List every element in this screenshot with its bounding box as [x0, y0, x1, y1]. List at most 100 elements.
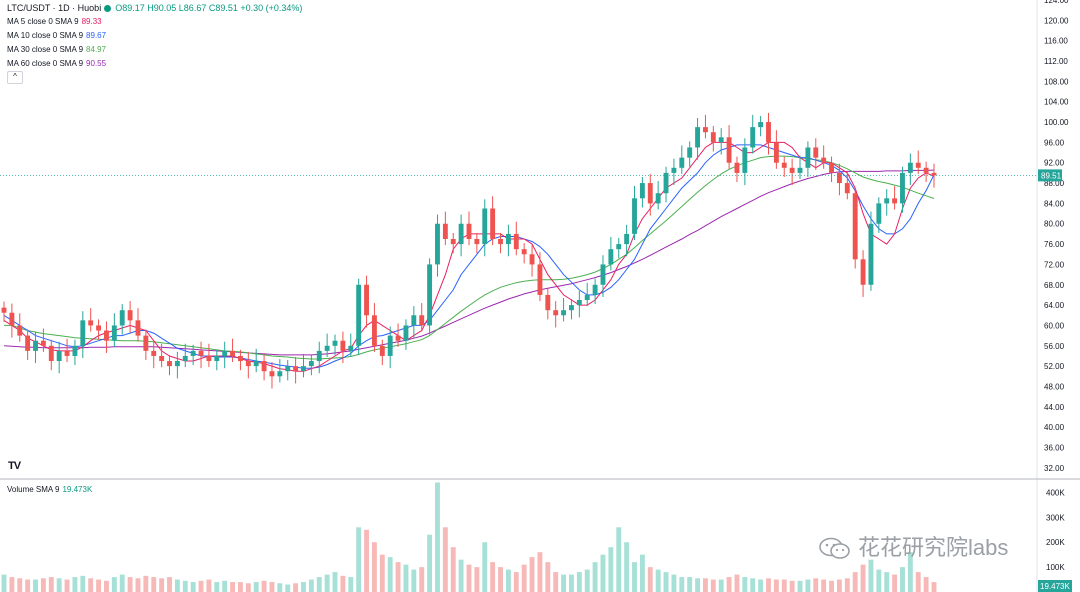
volume-bar — [813, 578, 819, 592]
candle-body — [348, 345, 354, 351]
indicator-value: 84.97 — [86, 45, 107, 54]
candle-body — [135, 320, 141, 336]
volume-bar — [332, 572, 338, 592]
candle-body — [569, 305, 574, 311]
candle-body — [237, 355, 243, 362]
volume-bar — [403, 564, 409, 592]
volume-bar — [805, 579, 811, 592]
volume-bar — [1, 574, 7, 592]
indicator-label: MA 10 close 0 SMA 9 — [7, 31, 84, 40]
volume-bar — [687, 577, 693, 592]
candle-body — [340, 340, 346, 351]
candle-body — [9, 312, 15, 326]
open-value: O89.17 — [115, 3, 145, 13]
volume-bar — [844, 578, 850, 592]
volume-bar — [395, 562, 401, 592]
candle-body — [466, 223, 472, 239]
volume-bar — [427, 534, 433, 592]
volume-bar — [143, 575, 149, 592]
volume-bar — [33, 579, 38, 592]
price-tick-label: 68.00 — [1044, 281, 1065, 290]
candle-body — [190, 350, 196, 356]
price-tick-label: 124.00 — [1044, 0, 1069, 5]
candle-body — [285, 366, 291, 372]
price-tick-label: 48.00 — [1044, 382, 1065, 391]
volume-tick-label: 200K — [1046, 538, 1065, 547]
volume-bar — [695, 578, 701, 592]
candle-body — [702, 127, 708, 133]
volume-bar — [900, 567, 905, 592]
candle-body — [860, 259, 866, 285]
volume-bar — [293, 583, 299, 592]
candle-body — [726, 137, 732, 163]
volume-bar — [214, 582, 220, 592]
volume-bar — [387, 557, 393, 592]
candle-body — [356, 284, 362, 346]
price-tick-label: 76.00 — [1044, 240, 1065, 249]
indicator-ma60[interactable]: MA 60 close 0 SMA 9 90.55 — [7, 59, 106, 68]
candle-body — [679, 157, 685, 168]
volume-bar — [442, 527, 448, 592]
volume-bar — [892, 574, 898, 592]
candle-body — [608, 249, 614, 265]
volume-bar — [616, 527, 622, 592]
candle-body — [884, 198, 890, 204]
volume-bar — [766, 578, 771, 592]
volume-tick-label: 100K — [1046, 563, 1065, 572]
tradingview-logo[interactable]: TV — [8, 460, 21, 472]
ma10-line — [3, 144, 935, 369]
volume-bar — [230, 582, 236, 592]
indicator-ma30[interactable]: MA 30 close 0 SMA 9 84.97 — [7, 45, 106, 54]
indicator-value: 90.55 — [86, 59, 107, 68]
volume-legend[interactable]: Volume SMA 9 19.473K — [7, 485, 92, 494]
candle-body — [111, 325, 117, 341]
volume-bar — [797, 580, 803, 592]
candle-body — [521, 249, 527, 255]
volume-bar — [411, 569, 417, 592]
price-tick-label: 52.00 — [1044, 362, 1065, 371]
candle-body — [758, 122, 764, 128]
candle-body — [876, 203, 882, 224]
candle-body — [766, 122, 771, 143]
indicator-ma10[interactable]: MA 10 close 0 SMA 9 89.67 — [7, 31, 106, 40]
volume-bar — [340, 575, 346, 592]
volume-bar — [758, 579, 764, 592]
collapse-legend-button[interactable]: ^ — [7, 71, 23, 84]
candle-body — [498, 239, 503, 245]
volume-bar — [17, 578, 23, 592]
candle-body — [576, 300, 582, 306]
candle-body — [513, 233, 519, 250]
candle-body — [616, 244, 622, 250]
volume-bar — [821, 579, 827, 592]
candle-body — [773, 142, 779, 163]
volume-bar — [608, 547, 614, 592]
candle-body — [56, 350, 62, 362]
candle-body — [143, 335, 149, 351]
candle-body — [663, 172, 669, 194]
ma60-line — [3, 169, 935, 356]
candle-body — [600, 264, 606, 285]
volume-bar — [9, 577, 15, 592]
candle-body — [821, 157, 827, 163]
candle-body — [316, 350, 322, 362]
candle-body — [529, 254, 535, 265]
volume-bar — [119, 574, 125, 592]
candle-body — [222, 350, 228, 356]
candle-body — [96, 325, 102, 331]
volume-bar — [569, 574, 574, 592]
volume-bar — [632, 562, 637, 592]
volume-bar — [96, 579, 102, 592]
indicator-ma5[interactable]: MA 5 close 0 SMA 9 89.33 — [7, 17, 102, 26]
price-tick-label: 84.00 — [1044, 199, 1065, 208]
price-tick-label: 40.00 — [1044, 423, 1065, 432]
volume-bar — [789, 580, 795, 592]
volume-bar — [64, 579, 70, 592]
price-tick-label: 88.00 — [1044, 179, 1065, 188]
candle-body — [852, 193, 858, 260]
volume-label: Volume SMA 9 — [7, 485, 60, 494]
symbol-label[interactable]: LTC/USDT · 1D · Huobi — [7, 3, 102, 13]
volume-bar — [364, 529, 369, 592]
volume-bar — [348, 577, 354, 592]
